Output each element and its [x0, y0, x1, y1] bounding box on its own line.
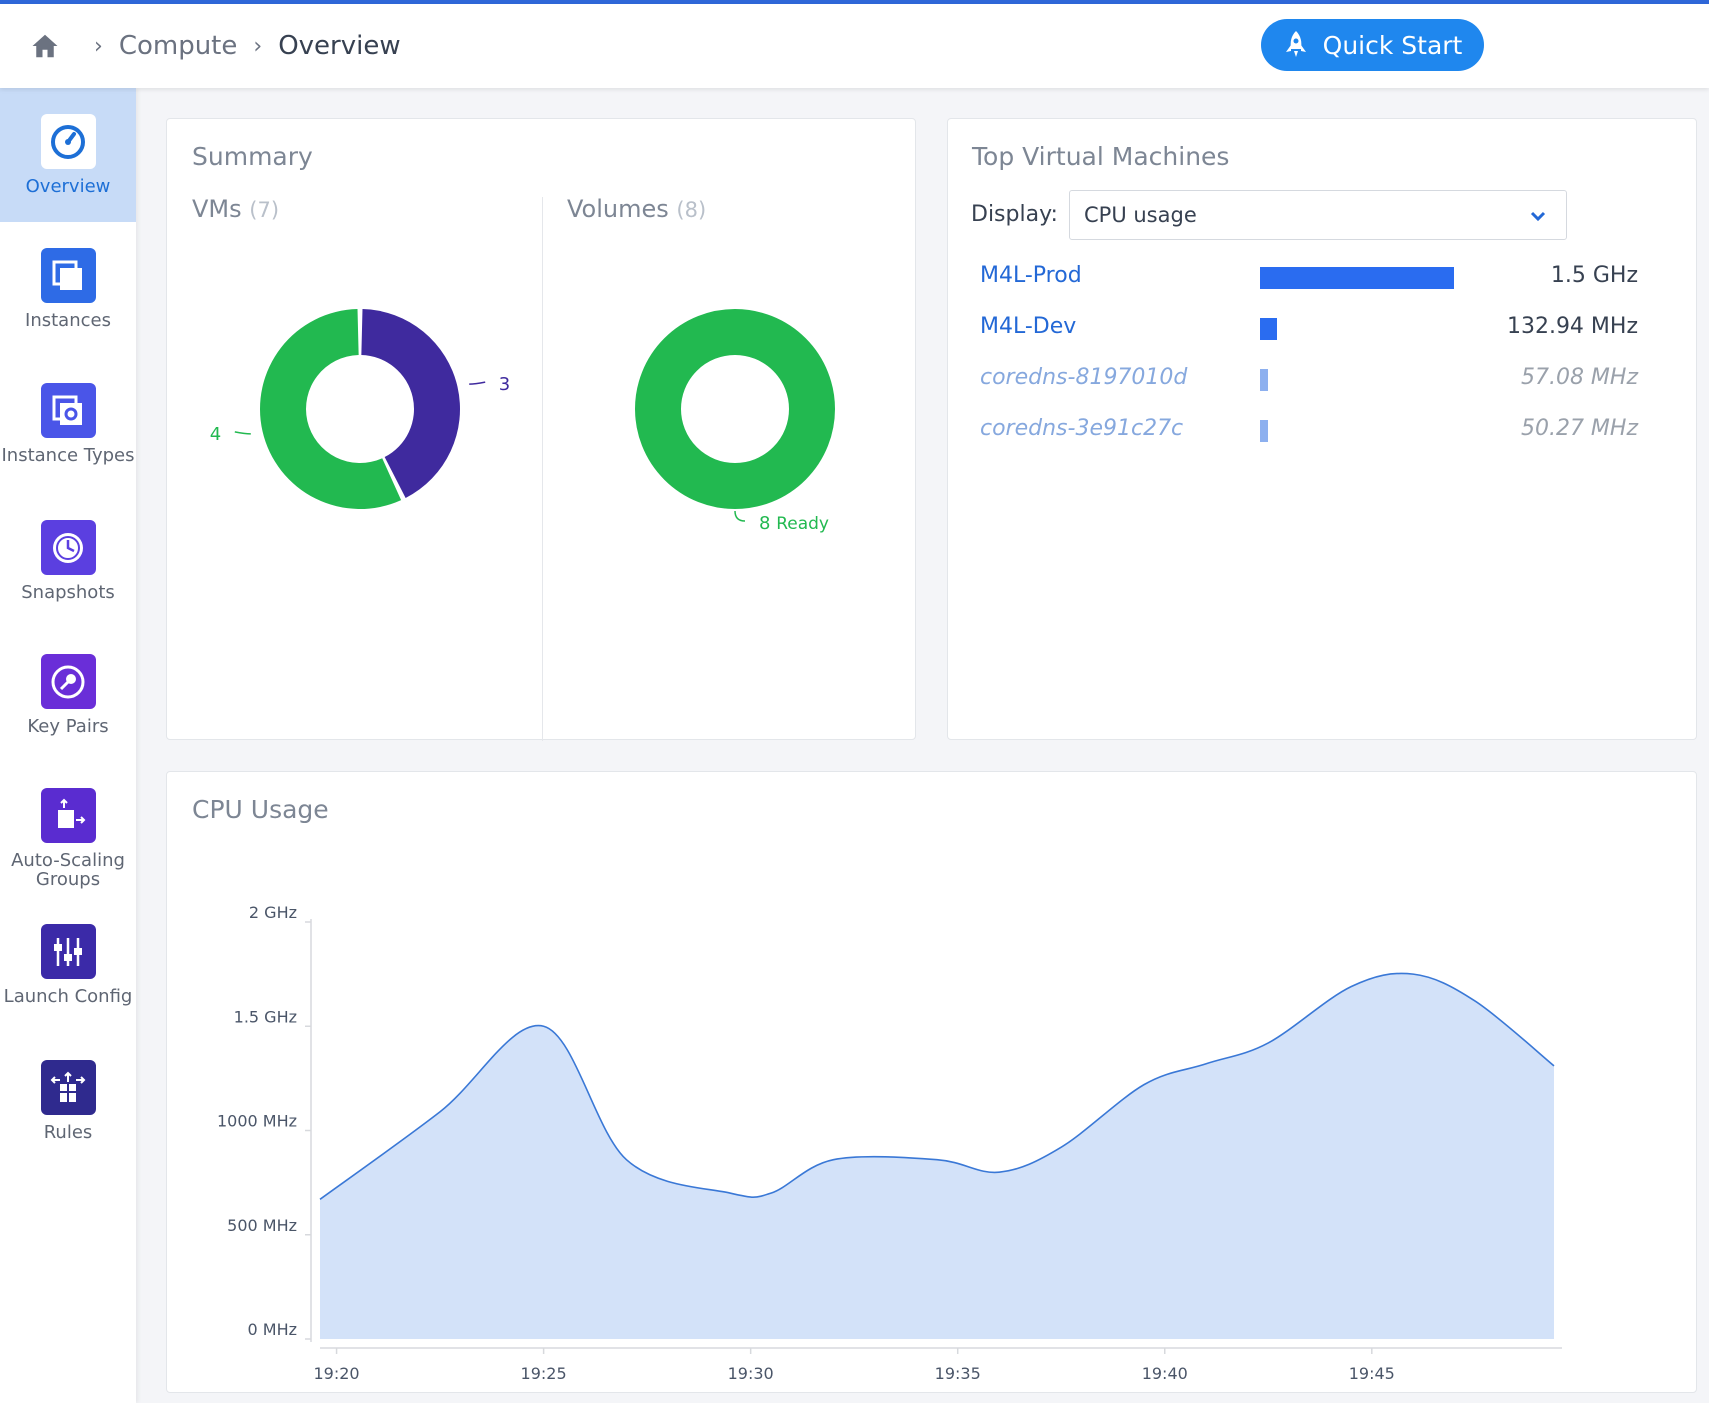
breadcrumb-compute[interactable]: Compute	[118, 31, 238, 61]
vms-donut-leader-line	[234, 431, 251, 435]
sidebar-item-launch-config[interactable]: Launch Config	[0, 924, 136, 1006]
auto-scaling-icon	[40, 788, 96, 843]
instances-icon	[40, 248, 96, 303]
x-tick-label: 19:40	[1142, 1364, 1188, 1383]
vms-title: VMs (7)	[192, 195, 279, 223]
rules-icon	[40, 1060, 96, 1115]
x-tick-label: 19:20	[314, 1364, 360, 1383]
volumes-title: Volumes (8)	[567, 195, 706, 223]
instance-types-icon	[40, 383, 96, 438]
display-select-value: CPU usage	[1084, 203, 1197, 227]
vm-usage-bar	[1260, 420, 1268, 442]
y-tick-label: 1000 MHz	[217, 1112, 297, 1131]
vm-usage-value: 57.08 MHz	[1520, 365, 1638, 390]
y-tick-label: 1.5 GHz	[234, 1007, 297, 1026]
sidebar-item-label: Overview	[25, 176, 111, 197]
x-tick-label: 19:30	[728, 1364, 774, 1383]
sidebar-item-instances[interactable]: Instances	[0, 248, 136, 330]
vms-count: (7)	[249, 198, 280, 222]
y-tick-label: 2 GHz	[249, 903, 297, 922]
sidebar-item-overview[interactable]: Overview	[0, 88, 136, 222]
vm-usage-bar	[1260, 369, 1268, 391]
chevron-right-icon: ›	[253, 33, 263, 59]
key-icon	[40, 654, 96, 709]
sidebar-item-rules[interactable]: Rules	[0, 1060, 136, 1142]
chevron-down-icon	[1530, 211, 1546, 222]
top-accent-line	[0, 0, 1709, 4]
vm-name-link[interactable]: coredns-3e91c27c	[980, 416, 1184, 441]
rocket-icon	[1285, 31, 1306, 57]
volumes-label: Volumes	[567, 195, 669, 223]
cpu-usage-area	[320, 973, 1554, 1339]
y-tick-label: 0 MHz	[248, 1320, 298, 1339]
x-tick-label: 19:35	[935, 1364, 981, 1383]
sidebar-item-label: Launch Config	[3, 986, 133, 1007]
vms-donut-label: 4	[210, 424, 221, 445]
x-tick-label: 19:25	[521, 1364, 567, 1383]
top-vms-card: Top Virtual Machines Display: CPU usage …	[947, 118, 1697, 740]
vm-usage-bar	[1260, 318, 1277, 340]
vm-name-link[interactable]: coredns-8197010d	[980, 365, 1188, 390]
cpu-usage-card: CPU Usage 0 MHz 500 MHz 1000 MHz 1.5 GHz 2 G…	[166, 771, 1697, 1393]
vm-usage-bar	[1260, 267, 1454, 289]
quick-start-button[interactable]: Quick Start	[1261, 19, 1484, 71]
header: › Compute › Overview Quick Start	[0, 4, 1709, 88]
sidebar-item-label: Instances	[25, 310, 111, 331]
volumes-donut-slice[interactable]	[635, 309, 835, 509]
cpu-usage-title: CPU Usage	[192, 795, 329, 824]
vm-row[interactable]: coredns-3e91c27c 50.27 MHz	[948, 410, 1668, 450]
sidebar: Overview Instances Instance Types Snapsh…	[0, 88, 136, 1403]
chevron-right-icon: ›	[94, 33, 103, 59]
vms-label: VMs	[192, 195, 242, 223]
sidebar-item-label: Snapshots	[21, 582, 115, 603]
vm-name-link[interactable]: M4L-Dev	[980, 314, 1077, 339]
vm-name-link[interactable]: M4L-Prod	[980, 263, 1082, 288]
sidebar-item-label: Rules	[43, 1122, 93, 1143]
vm-usage-value: 132.94 MHz	[1506, 314, 1638, 339]
quick-start-label: Quick Start	[1322, 30, 1463, 60]
home-icon[interactable]	[30, 31, 60, 61]
vms-donut-chart: 34	[210, 309, 510, 509]
volumes-donut-leader-line	[734, 510, 746, 522]
volumes-count: (8)	[676, 198, 707, 222]
sidebar-item-instance-types[interactable]: Instance Types	[0, 383, 136, 465]
breadcrumb-overview: Overview	[278, 31, 401, 61]
vms-donut-label: 3	[499, 374, 510, 395]
sidebar-item-auto-scaling-groups[interactable]: Auto-Scaling Groups	[0, 788, 136, 889]
vm-usage-value: 1.5 GHz	[1550, 263, 1638, 288]
vm-row[interactable]: M4L-Prod 1.5 GHz	[948, 257, 1668, 297]
volumes-donut-chart: 8 Ready	[635, 309, 835, 534]
x-tick-label: 19:45	[1349, 1364, 1395, 1383]
y-tick-label: 500 MHz	[227, 1216, 297, 1235]
summary-divider	[542, 197, 543, 741]
sidebar-item-label: Instance Types	[1, 445, 135, 466]
sidebar-item-label: Key Pairs	[27, 716, 109, 737]
cpu-usage-chart: 0 MHz 500 MHz 1000 MHz 1.5 GHz 2 GHz 19:20 19:…	[217, 903, 1562, 1383]
volumes-ready-count: 8	[759, 513, 776, 534]
sidebar-item-key-pairs[interactable]: Key Pairs	[0, 654, 136, 736]
vms-donut-leader-line	[469, 381, 486, 385]
breadcrumb: › Compute › Overview	[30, 4, 401, 88]
display-label: Display:	[971, 202, 1058, 227]
sidebar-item-label: Auto-Scaling Groups	[11, 850, 125, 890]
summary-title: Summary	[192, 142, 313, 171]
sliders-icon	[40, 924, 96, 979]
volumes-ready-status: Ready	[776, 514, 829, 534]
vms-donut-slice[interactable]	[260, 309, 402, 509]
sidebar-item-snapshots[interactable]: Snapshots	[0, 520, 136, 602]
vms-donut-slice[interactable]	[361, 309, 460, 498]
snapshot-clock-icon	[40, 520, 96, 575]
volumes-donut-label: 8 Ready	[759, 513, 829, 534]
top-vms-title: Top Virtual Machines	[972, 142, 1230, 171]
vm-row[interactable]: coredns-8197010d 57.08 MHz	[948, 359, 1668, 399]
gauge-icon	[40, 114, 96, 169]
vm-usage-value: 50.27 MHz	[1520, 416, 1638, 441]
display-select[interactable]: CPU usage	[1069, 190, 1567, 240]
vm-row[interactable]: M4L-Dev 132.94 MHz	[948, 308, 1668, 348]
cpu-usage-line	[319, 972, 1555, 1200]
